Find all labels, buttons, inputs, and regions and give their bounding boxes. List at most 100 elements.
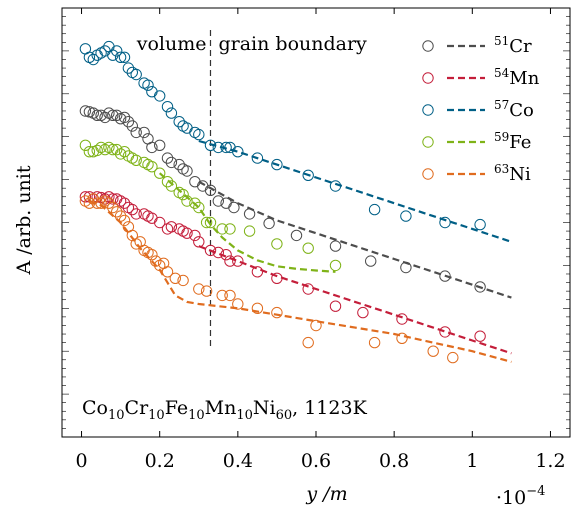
x-tick-label: 0 [75,450,87,472]
data-point [177,120,189,132]
legend-marker [422,104,434,116]
data-point [122,150,135,162]
data-point [189,197,201,209]
data-point [204,139,217,152]
data-point [154,167,166,179]
data-point [130,154,142,167]
series-ni [79,193,512,364]
x-tick-label: 1 [466,450,478,472]
data-point [138,208,150,220]
alloy-annotation: Co10Cr10Fe10Mn10Ni60, 1123K [82,397,368,423]
legend-label: 57Co [494,98,534,121]
data-point [103,197,115,209]
data-point [220,249,232,261]
data-point [111,109,123,122]
data-point [161,101,174,113]
data-point [271,272,283,284]
data-point [161,176,174,188]
series-fe [79,139,342,273]
data-point [474,330,486,342]
data-point [83,146,96,158]
data-point [263,217,275,230]
data-point [400,261,412,274]
data-point [165,180,178,192]
data-point [107,193,119,205]
data-point [251,152,264,164]
data-point [427,345,439,357]
x-tick-label: 1.2 [535,450,565,472]
data-point [154,139,166,152]
data-point [146,249,158,261]
data-point [329,180,342,192]
data-point [130,126,142,139]
data-point [114,51,127,63]
data-point [118,197,131,209]
data-point [79,191,92,203]
data-point [165,221,178,233]
data-point [114,148,127,160]
x-tick-label: 0.6 [301,450,331,472]
data-point [118,214,131,227]
data-point [329,240,342,252]
legend-marker [422,168,434,180]
data-point [396,313,408,325]
legend-label: 54Mn [494,66,540,89]
data-point [83,197,96,209]
data-point [329,259,342,272]
data-point [200,285,213,297]
legend-marker [422,40,434,52]
data-point [193,201,205,214]
data-point [107,109,119,122]
data-point [251,302,264,314]
data-point [216,289,228,302]
data-point [204,216,217,229]
series-mn [79,191,512,355]
data-point [302,242,314,254]
data-point [99,45,111,57]
data-point [204,244,217,257]
data-point [169,272,182,284]
data-point [173,158,185,171]
data-point [251,266,264,278]
data-point [161,266,174,278]
x-tick-label: 0.8 [379,450,409,472]
data-point [83,51,96,63]
legend-marker [422,136,434,148]
data-point [161,152,174,164]
data-point [118,51,131,63]
data-point [111,143,123,156]
data-point [142,210,154,222]
data-point [368,336,381,349]
data-point [79,139,92,152]
data-point [181,195,193,207]
data-point [114,210,127,222]
data-point [189,176,201,188]
data-point [224,223,236,235]
series-co [79,40,512,243]
data-point [173,223,185,235]
data-point [193,236,205,248]
data-point [302,283,314,295]
fit-line-cr [198,180,512,299]
data-point [118,111,131,124]
data-point [138,126,150,139]
data-point [368,203,381,216]
data-point [212,195,225,207]
data-point [150,255,162,267]
data-point [271,158,283,171]
data-point [447,351,459,364]
data-point [181,122,193,134]
data-point [365,255,377,267]
data-point [161,223,174,235]
data-point [91,49,103,61]
data-point [126,152,139,164]
data-point [146,212,158,224]
x-tick-label: 0.2 [145,450,175,472]
data-point [197,180,209,192]
data-point [396,332,408,344]
data-point [154,216,166,229]
data-point [474,218,486,231]
data-point [271,238,283,250]
data-point [204,184,217,197]
